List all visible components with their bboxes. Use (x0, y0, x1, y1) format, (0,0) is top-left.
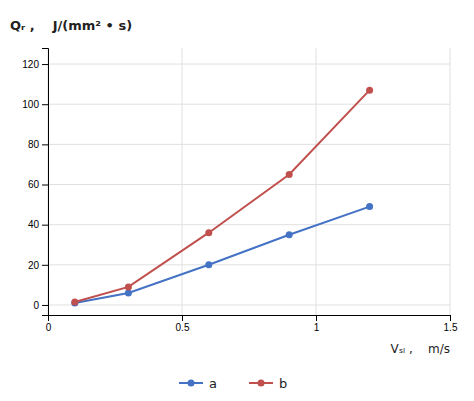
tick: 60 (28, 179, 48, 190)
plot: 0 0.5 1 1.5 0 20 40 60 80 100 120 (22, 48, 458, 333)
tick: 0.5 (176, 315, 190, 333)
legend-label: b (279, 376, 287, 391)
tick: 1 (314, 315, 320, 333)
axis-line (49, 316, 451, 322)
grid (48, 48, 450, 315)
point (366, 87, 373, 94)
point (205, 261, 212, 268)
tick-label: 1 (314, 322, 320, 333)
tick-mark (42, 225, 48, 226)
y-label: Qᵣ , J/(mm² • s) (10, 18, 132, 33)
x-axis: 0 0.5 1 1.5 (46, 315, 458, 333)
grid-line (316, 48, 317, 315)
grid-line (48, 144, 450, 145)
tick-label: 20 (28, 260, 40, 271)
marks (71, 87, 373, 307)
point (125, 283, 132, 290)
grid-line (48, 264, 450, 265)
legend-item: b (249, 376, 287, 391)
tick-label: 0.5 (176, 322, 190, 333)
tick: 0 (33, 300, 48, 311)
tick: 100 (22, 99, 48, 110)
tick-mark (42, 265, 48, 266)
grid-line (48, 224, 450, 225)
legend-marker (188, 380, 195, 387)
point (286, 171, 293, 178)
point (205, 229, 212, 236)
tick: 0 (46, 315, 52, 333)
tick: 20 (28, 260, 48, 271)
tick-mark (42, 144, 48, 145)
tick-label: 40 (28, 219, 40, 230)
chart: 0 0.5 1 1.5 0 20 40 60 80 100 120 Qᵣ , J/(mm² • s) V… (0, 0, 474, 401)
y-axis: 0 20 40 60 80 100 120 (22, 49, 48, 316)
line (75, 90, 370, 302)
tick-label: 120 (22, 59, 39, 70)
tick: 80 (28, 139, 48, 150)
tick-label: 1.5 (444, 322, 458, 333)
legend-label: a (209, 376, 217, 391)
tick-label: 60 (28, 179, 40, 190)
legend-marker (258, 380, 265, 387)
tick-mark (42, 305, 48, 306)
tick: 1.5 (444, 315, 458, 333)
tick-mark (316, 315, 317, 321)
tick-mark (450, 315, 451, 321)
tick-mark (42, 64, 48, 65)
grid-line (450, 48, 451, 315)
legend-item: a (179, 376, 217, 391)
tick-label: 80 (28, 139, 40, 150)
grid-line (48, 104, 450, 105)
tick-mark (42, 185, 48, 186)
tick-label: 0 (46, 322, 52, 333)
tick-mark (182, 315, 183, 321)
tick: 40 (28, 219, 48, 230)
grid-line (48, 184, 450, 185)
tick-mark (42, 104, 48, 105)
axis-line (42, 49, 49, 316)
point (71, 298, 78, 305)
tick-label: 0 (33, 300, 39, 311)
legend: ab (179, 376, 287, 391)
tick-label: 100 (22, 99, 39, 110)
point (366, 203, 373, 210)
point (125, 289, 132, 296)
point (286, 231, 293, 238)
tick: 120 (22, 59, 48, 70)
x-label: Vₛₗ , m/s (390, 342, 450, 356)
grid-line (48, 64, 450, 65)
grid-line (48, 304, 450, 305)
